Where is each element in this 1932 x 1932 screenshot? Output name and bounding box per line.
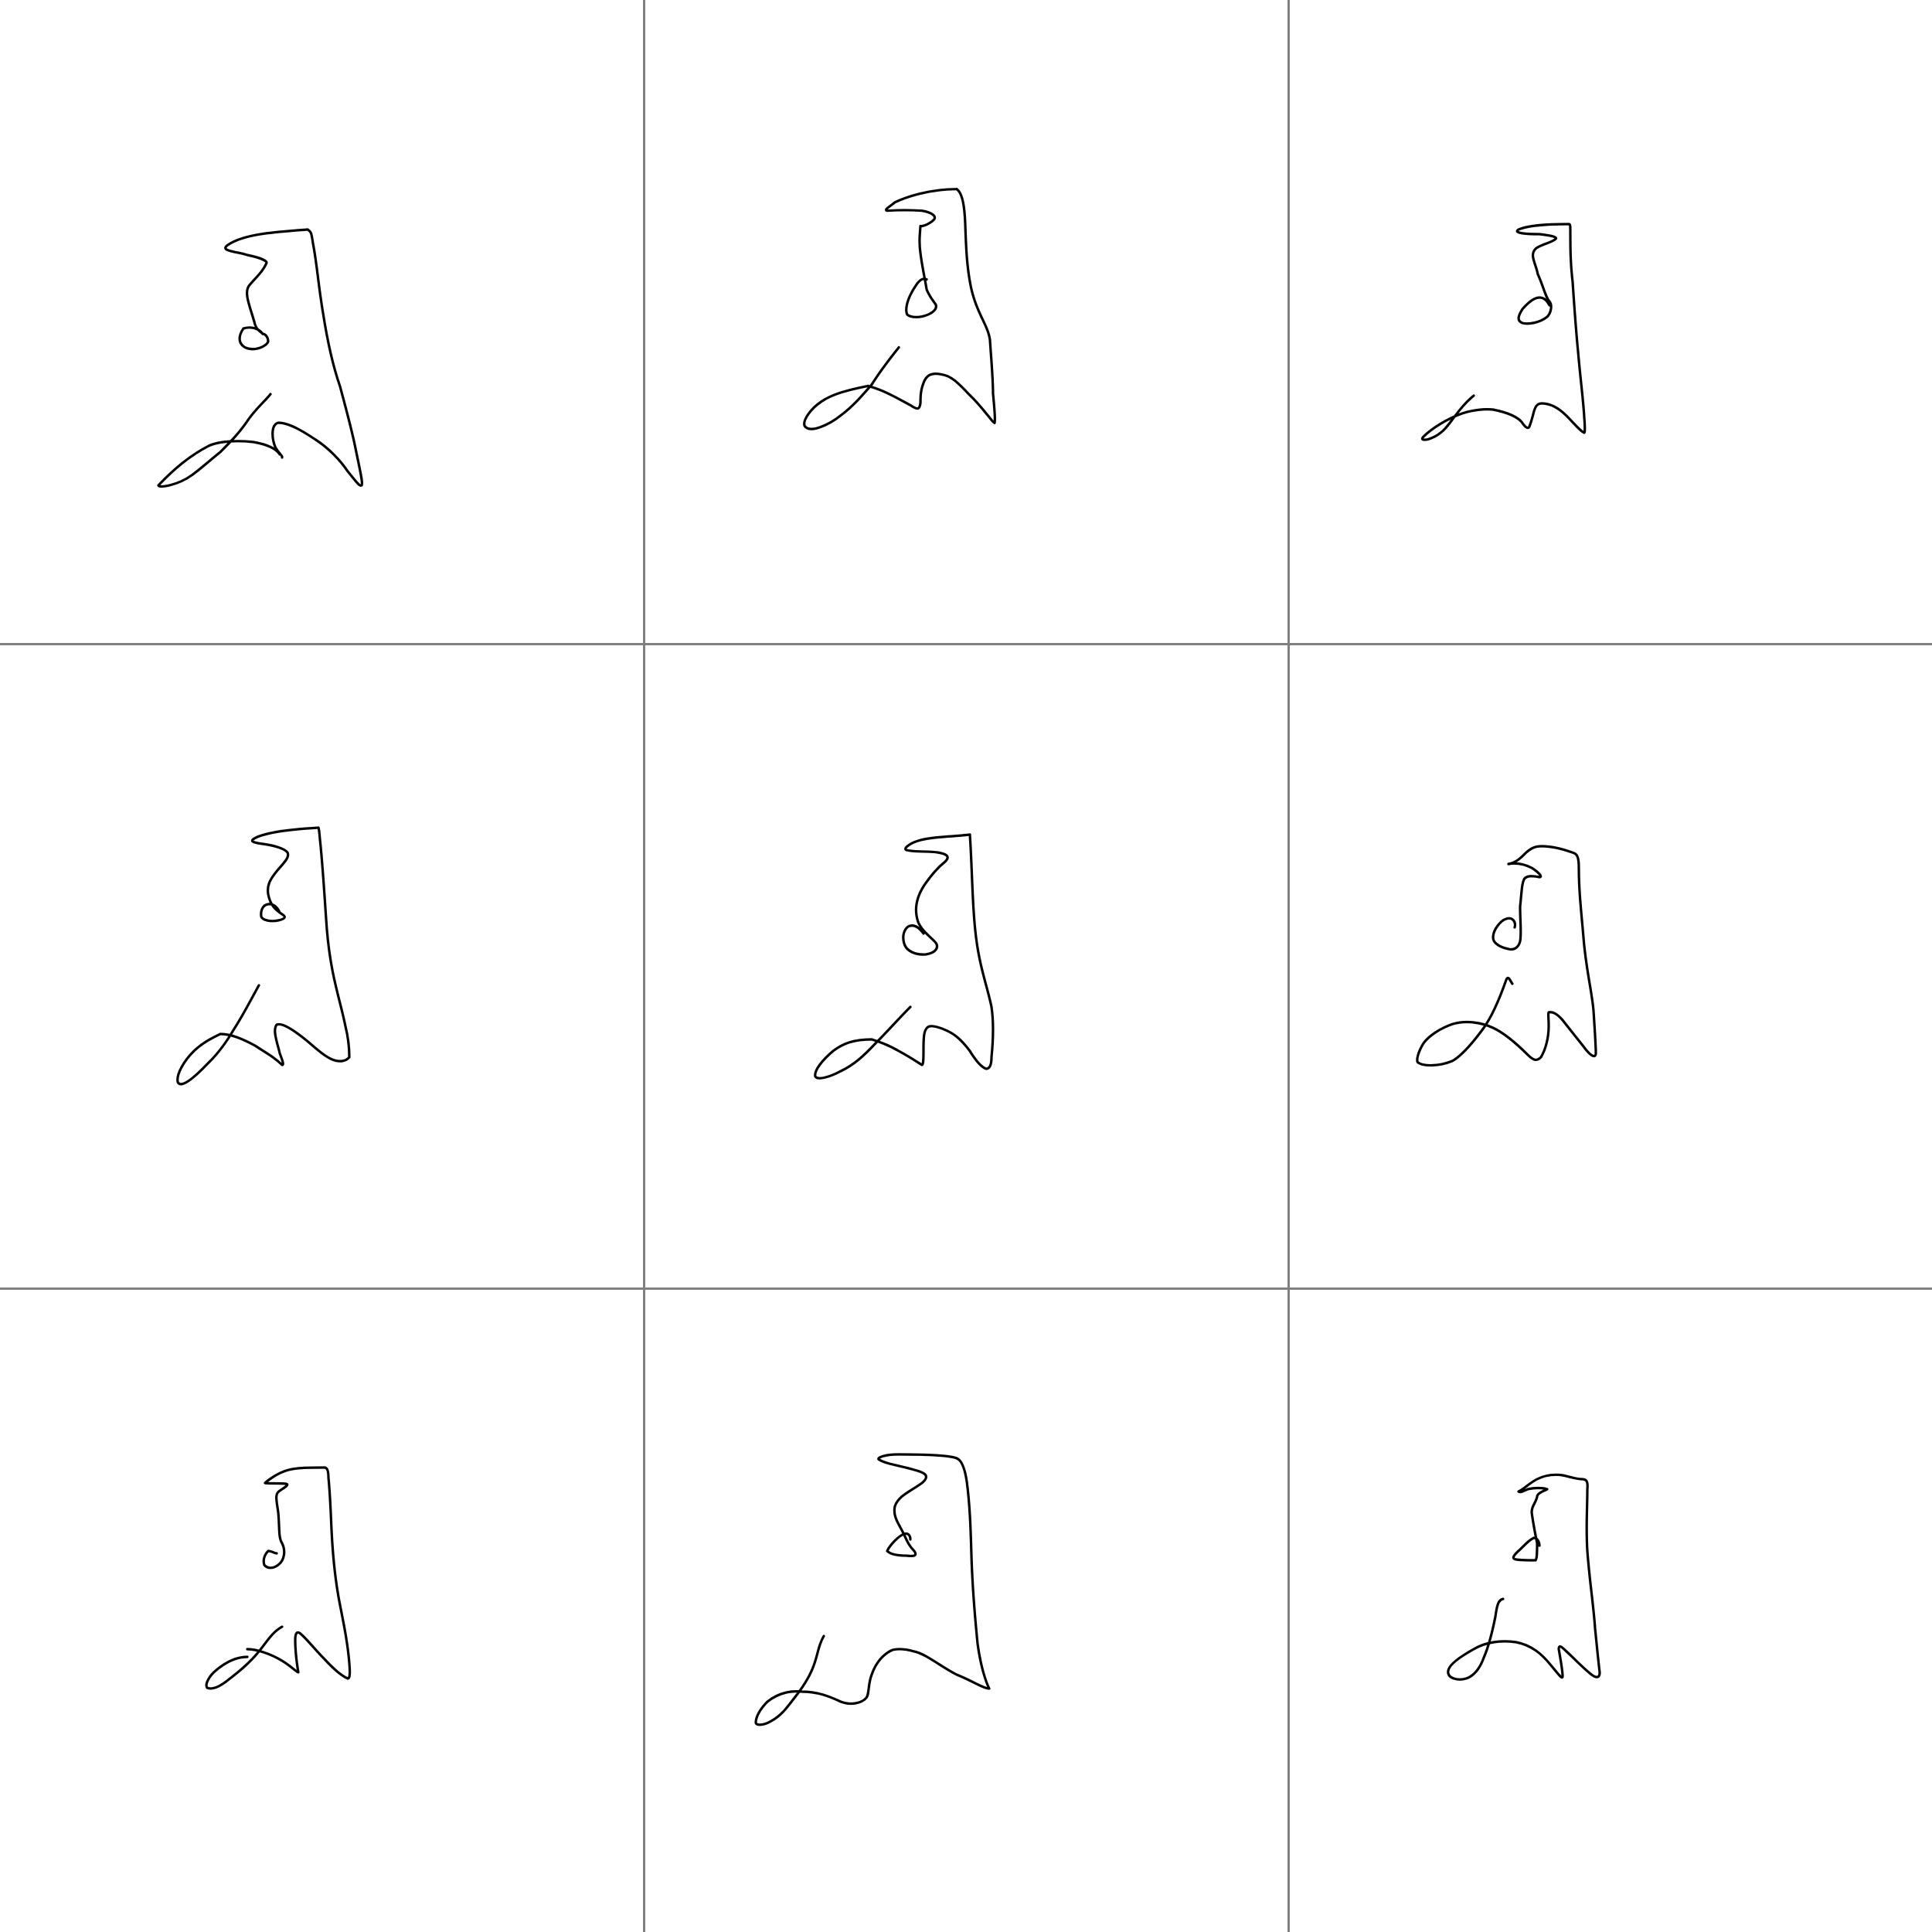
- grid-divider-vertical-1: [643, 0, 645, 1932]
- sketch-cell-1: [0, 0, 644, 644]
- sketch-drawing-1: [157, 228, 364, 488]
- sketch-cell-9: [1288, 1288, 1932, 1932]
- sketch-drawing-8: [754, 1453, 991, 1726]
- sketch-cell-3: [1288, 0, 1932, 644]
- sketch-cell-4: [0, 644, 644, 1288]
- sketch-cell-2: [644, 0, 1288, 644]
- sketch-drawing-4: [176, 826, 351, 1086]
- sketch-cell-7: [0, 1288, 644, 1932]
- sketch-cell-8: [644, 1288, 1288, 1932]
- sketch-drawing-5: [814, 833, 995, 1080]
- sketch-drawing-9: [1447, 1473, 1601, 1681]
- sketch-cell-5: [644, 644, 1288, 1288]
- sketch-cell-6: [1288, 644, 1932, 1288]
- grid-divider-vertical-2: [1287, 0, 1290, 1932]
- sketch-drawing-6: [1416, 845, 1597, 1067]
- grid-divider-horizontal-1: [0, 643, 1932, 645]
- sketch-drawing-2: [803, 188, 996, 430]
- grid-divider-horizontal-2: [0, 1287, 1932, 1290]
- sketch-drawing-7: [205, 1466, 352, 1690]
- sketch-drawing-3: [1420, 223, 1587, 441]
